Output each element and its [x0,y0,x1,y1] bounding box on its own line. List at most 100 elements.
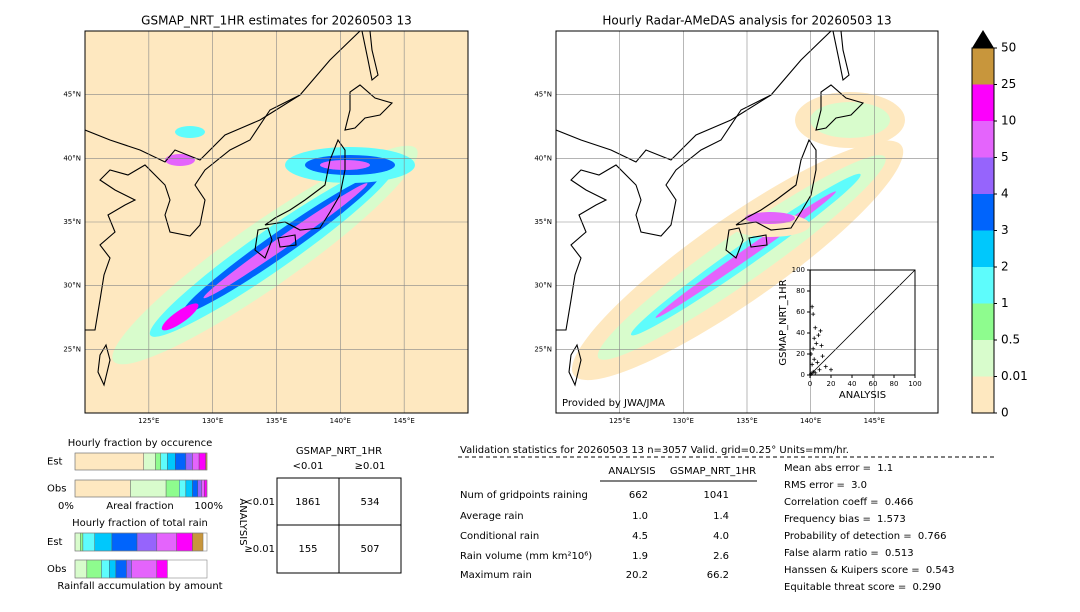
table-title: GSMAP_NRT_1HR [296,446,382,457]
colorbar-label: 4 [1001,187,1009,201]
colorbar-label: 25 [1001,77,1016,91]
stat-value: 4.0 [713,531,729,542]
fraction-segment [204,479,208,498]
colorbar-swatch [972,157,994,194]
x-tick-label: 40 [848,380,857,388]
fraction-segment [74,559,88,579]
stat-label: Num of gridpoints raining [460,490,588,501]
panel-title: Hourly fraction of total rain [72,518,208,529]
lat-label: 30°N [63,282,81,290]
score-value: 1.1 [877,463,893,474]
score-value: 0.513 [885,548,914,559]
fraction-segment [126,559,132,579]
row-label: Est [47,537,63,548]
x-tick-label: 0 [808,380,812,388]
col-header: ANALYSIS [608,466,655,477]
score: Mean abs error = 1.1 [784,463,893,474]
fraction-segment [176,532,193,552]
fraction-segment [94,532,113,552]
fraction-segment [130,479,167,498]
row-header: <0.01 [244,497,275,508]
lat-label: 35°N [534,218,552,226]
y-tick-label: 20 [796,350,805,358]
colorbar-swatch [972,230,994,267]
scatter-point [818,328,823,333]
score-label: False alarm ratio = [784,548,882,559]
scatter-point [814,341,819,346]
scatter-point [816,333,821,338]
panel-title: Hourly fraction by occurence [68,438,212,449]
lat-label: 35°N [63,218,81,226]
colorbar-swatch [972,267,994,304]
fraction-segment [143,452,156,471]
fraction-segment [136,532,158,552]
fraction-segment [82,532,95,552]
colorbar-label: 0.5 [1001,333,1020,347]
stat-value: 662 [629,490,648,501]
scatter-point [811,369,816,374]
fraction-segment [175,452,187,471]
lon-label: 140°E [800,417,821,425]
row-label: Obs [47,564,66,575]
map-title: Hourly Radar-AMeDAS analysis for 2026050… [602,14,891,28]
scatter-point [811,346,816,351]
score-value: 0.290 [912,582,941,593]
lat-label: 25°N [63,345,81,353]
score-value: 0.543 [926,565,955,576]
score-label: RMS error = [784,480,848,491]
fraction-segment [192,479,198,498]
row-header: ≥0.01 [244,544,275,555]
x-tick-label: 80 [890,380,899,388]
fraction-segment [192,452,200,471]
y-tick-label: 40 [796,329,805,337]
scatter-point [811,312,816,317]
axis-label: Areal fraction [106,501,173,512]
y-tick-label: 60 [796,308,805,316]
table-cell: 507 [360,544,379,555]
stat-value: 4.5 [632,531,648,542]
fraction-segment [156,532,177,552]
lat-label: 30°N [534,282,552,290]
score: Equitable threat score = 0.290 [784,582,941,593]
lon-label: 145°E [864,417,885,425]
fraction-segment [185,452,193,471]
lon-label: 130°E [673,417,694,425]
score-value: 0.466 [885,497,914,508]
fraction-segment [115,559,127,579]
stat-label: Rain volume (mm km²10⁶) [460,551,592,562]
scatter-point [823,364,828,369]
score: Hanssen & Kuipers score = 0.543 [784,565,954,576]
lat-label: 25°N [534,345,552,353]
score: RMS error = 3.0 [784,480,867,491]
fraction-segment [201,479,205,498]
colorbar-swatch [972,340,994,377]
score: Frequency bias = 1.573 [784,514,906,525]
fraction-segment [86,559,102,579]
colorbar-swatch [972,194,994,231]
lon-label: 135°E [266,417,287,425]
bar-frame [74,479,208,498]
score-label: Equitable threat score = [784,582,909,593]
lat-label: 45°N [63,91,81,99]
score: False alarm ratio = 0.513 [784,548,914,559]
score-label: Frequency bias = [784,514,874,525]
colorbar-swatch [972,84,994,121]
colorbar-label: 2 [1001,260,1009,274]
fraction-segment [160,452,168,471]
fraction-segment [155,452,162,471]
colorbar-label: 50 [1001,41,1016,55]
stat-value: 20.2 [626,570,648,581]
bar-frame [74,532,208,552]
colorbar-label: 10 [1001,114,1016,128]
fraction-segment [179,479,187,498]
y-tick-label: 100 [792,266,805,274]
fraction-segment [185,479,193,498]
y-tick-label: 80 [796,287,805,295]
scatter-point [819,343,824,348]
stat-value: 2.6 [713,551,729,562]
x-tick-label: 20 [827,380,836,388]
fraction-segment [74,452,144,471]
lat-label: 40°N [534,154,552,162]
axis-right: 100% [194,501,223,512]
score: Correlation coeff = 0.466 [784,497,913,508]
